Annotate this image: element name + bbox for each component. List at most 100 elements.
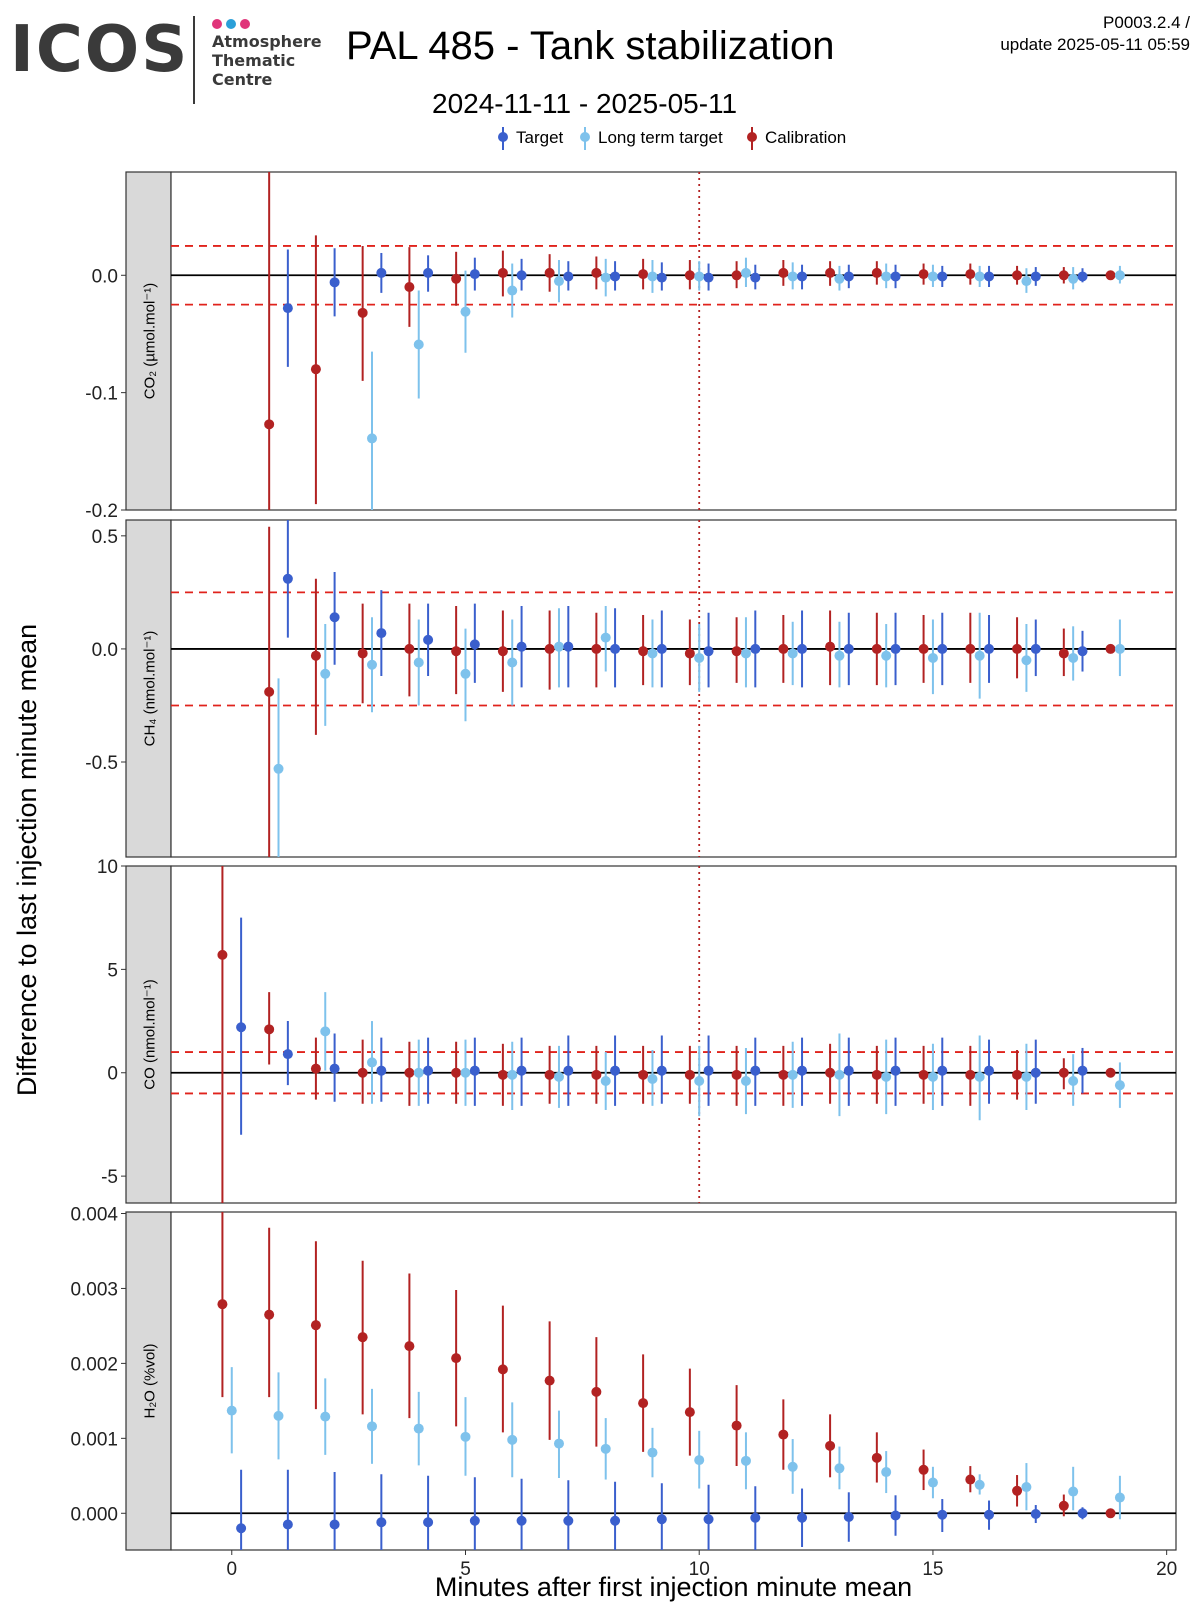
point-target-0-14 [937,271,948,282]
point-ltt-2-5 [553,1071,564,1082]
point-ltt-3-5 [460,1431,471,1442]
point-cal-2-2 [310,1063,321,1074]
point-cal-1-13 [871,643,882,654]
point-cal-1-7 [591,643,602,654]
point-target-0-4 [469,269,480,280]
point-ltt-1-18 [1114,643,1125,654]
point-target-3-5 [469,1515,480,1526]
point-target-1-0 [282,573,293,584]
point-ltt-3-16 [974,1479,985,1490]
y-tick-label-3-3: 0.001 [70,1429,118,1450]
legend-marker-target [498,132,508,142]
point-target-3-12 [797,1512,808,1523]
point-cal-0-6 [544,267,555,278]
y-tick-label-2-0: 10 [97,857,118,878]
point-target-1-1 [329,612,340,623]
point-ltt-3-14 [881,1467,892,1478]
y-tick-label-3-4: 0.000 [70,1504,118,1525]
point-target-3-7 [563,1515,574,1526]
point-ltt-2-11 [834,1069,845,1080]
point-cal-1-10 [731,646,742,657]
point-target-3-14 [890,1510,901,1521]
chart-subtitle: 2024-11-11 - 2025-05-11 [432,88,738,119]
point-ltt-1-11 [787,648,798,659]
point-cal-3-18 [1058,1500,1069,1511]
point-ltt-1-15 [974,650,985,661]
point-target-3-15 [937,1509,948,1520]
point-ltt-3-18 [1068,1486,1079,1497]
point-ltt-1-10 [740,648,751,659]
point-target-1-9 [703,646,714,657]
point-cal-0-3 [404,282,415,293]
y-tick-label-1-2: -0.5 [85,753,118,774]
strip-label-0: CO₂ (µmol.mol⁻¹) [142,283,159,400]
point-target-2-2 [329,1063,340,1074]
point-target-3-13 [843,1512,854,1523]
panel-plot-area-1 [171,520,1176,857]
point-cal-2-16 [965,1069,976,1080]
point-ltt-3-0 [226,1405,237,1416]
point-ltt-3-7 [553,1438,564,1449]
panel-1: CH₄ (nmol.mol⁻¹) 0.5 0.0 -0.5 [85,519,1177,858]
point-ltt-2-1 [367,1057,377,1068]
point-ltt-0-9 [694,271,705,282]
point-cal-2-1 [264,1024,275,1035]
point-ltt-0-4 [460,306,471,317]
panel-0: CO₂ (µmol.mol⁻¹) 0.0 -0.1 -0.2 [85,171,1177,522]
legend-item-cal: Calibration [747,127,846,150]
point-ltt-1-4 [460,668,471,679]
legend-label-target: Target [516,128,564,147]
point-cal-3-15 [918,1464,929,1475]
point-cal-0-17 [1058,270,1069,281]
point-cal-2-14 [871,1069,882,1080]
point-ltt-2-12 [881,1071,892,1082]
logo-subtitle: Atmosphere Thematic Centre [212,32,322,89]
point-cal-1-1 [310,650,321,661]
point-ltt-3-4 [413,1423,424,1434]
point-ltt-0-16 [1021,276,1032,287]
point-cal-2-7 [544,1069,555,1080]
point-target-1-4 [469,639,480,650]
point-target-0-12 [843,271,854,282]
point-cal-0-8 [638,269,649,280]
point-target-2-6 [516,1065,527,1076]
logo-dot-1 [212,19,222,29]
point-target-0-17 [1077,271,1088,282]
point-target-2-15 [937,1065,948,1076]
point-ltt-3-2 [320,1411,331,1422]
point-cal-3-0 [217,1299,228,1310]
point-cal-0-14 [918,269,929,280]
point-cal-1-18 [1105,643,1116,654]
point-cal-3-5 [451,1353,462,1364]
legend-marker-ltt [580,132,590,142]
point-target-2-3 [376,1065,387,1076]
y-tick-label-3-2: 0.002 [70,1354,118,1375]
point-ltt-2-14 [974,1071,985,1082]
point-target-1-2 [376,628,387,639]
point-ltt-1-5 [507,657,518,668]
point-target-2-14 [890,1065,901,1076]
point-ltt-1-8 [647,648,658,659]
point-ltt-3-8 [600,1443,611,1454]
strip-3 [125,1211,172,1551]
strip-1 [125,519,172,858]
y-tick-label-2-2: 0 [107,1064,118,1085]
point-target-0-5 [516,270,527,281]
point-cal-3-14 [871,1452,882,1463]
point-cal-2-15 [918,1069,929,1080]
point-cal-0-4 [451,273,462,284]
version-info: P0003.2.4 / update 2025-05-11 05:59 [1000,12,1190,56]
logo-line-2: Thematic [212,51,296,70]
x-tick-label-0: 0 [226,1559,237,1580]
point-ltt-3-19 [1114,1492,1125,1503]
strip-label-1: CH₄ (nmol.mol⁻¹) [142,631,159,747]
point-target-2-4 [423,1065,434,1076]
point-cal-1-15 [965,643,976,654]
point-target-0-10 [750,272,761,283]
y-tick-label-0-2: -0.2 [85,501,118,522]
y-tick-label-2-3: -5 [101,1167,118,1188]
point-ltt-1-3 [413,657,424,668]
point-target-3-17 [1030,1509,1041,1520]
point-target-0-8 [656,272,667,283]
point-cal-3-7 [544,1375,555,1386]
